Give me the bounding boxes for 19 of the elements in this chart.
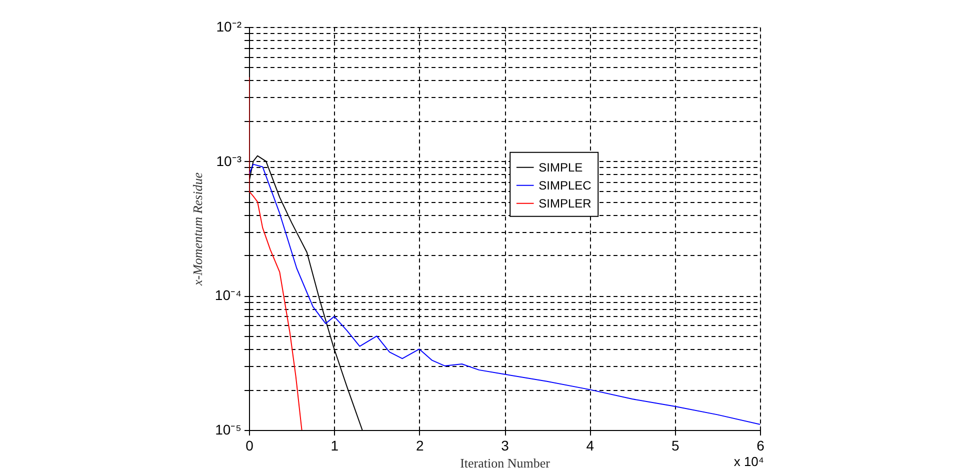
y-tick-label: 10⁻²	[216, 18, 242, 34]
line-series	[249, 164, 760, 425]
text: x 10⁴	[734, 454, 764, 469]
y-tick-label: 10⁻⁵	[215, 422, 242, 438]
x-axis-title: Iteration Number	[460, 456, 551, 470]
x-tick-label: 3	[501, 438, 510, 454]
x-tick-label: 5	[671, 438, 680, 454]
legend-label: SIMPLEC	[538, 178, 592, 192]
y-tick-label: 10⁻³	[216, 152, 242, 169]
line-series	[249, 77, 302, 430]
y-tick-label: 10⁻⁴	[214, 287, 242, 304]
x-tick-label: 1	[330, 438, 339, 454]
x-tick-label: 0	[246, 438, 254, 454]
x-tick-label: 2	[416, 438, 424, 454]
legend-label: SIMPLE	[538, 160, 583, 174]
x-tick-label: 4	[586, 438, 594, 454]
y-axis-title: x-Momentum Residue	[190, 172, 205, 286]
x-tick-label: 6	[756, 438, 765, 454]
legend-label: SIMPLER	[538, 196, 592, 210]
